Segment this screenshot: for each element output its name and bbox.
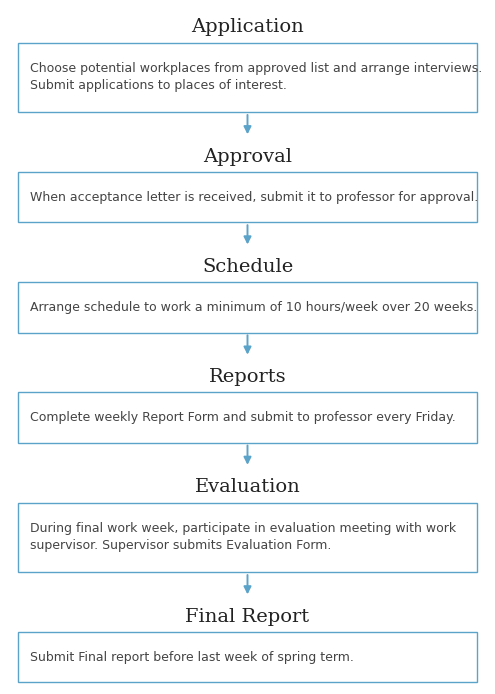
Text: Final Report: Final Report: [186, 608, 309, 626]
Bar: [18, 282, 477, 332]
Text: Choose potential workplaces from approved list and arrange interviews.
Submit ap: Choose potential workplaces from approve…: [30, 62, 482, 92]
Text: Application: Application: [191, 18, 304, 36]
Text: Arrange schedule to work a minimum of 10 hours/week over 20 weeks.: Arrange schedule to work a minimum of 10…: [30, 301, 477, 314]
Text: During final work week, participate in evaluation meeting with work
supervisor. : During final work week, participate in e…: [30, 523, 456, 552]
Text: Evaluation: Evaluation: [195, 478, 300, 496]
Text: Approval: Approval: [203, 148, 292, 166]
Text: Schedule: Schedule: [202, 257, 293, 276]
Bar: [18, 42, 477, 112]
Bar: [18, 502, 477, 573]
Bar: [18, 632, 477, 682]
Text: Complete weekly Report Form and submit to professor every Friday.: Complete weekly Report Form and submit t…: [30, 411, 456, 424]
Bar: [18, 172, 477, 222]
Text: Reports: Reports: [209, 368, 286, 386]
Bar: [18, 392, 477, 443]
Text: Submit Final report before last week of spring term.: Submit Final report before last week of …: [30, 651, 354, 663]
Text: When acceptance letter is received, submit it to professor for approval.: When acceptance letter is received, subm…: [30, 191, 478, 203]
